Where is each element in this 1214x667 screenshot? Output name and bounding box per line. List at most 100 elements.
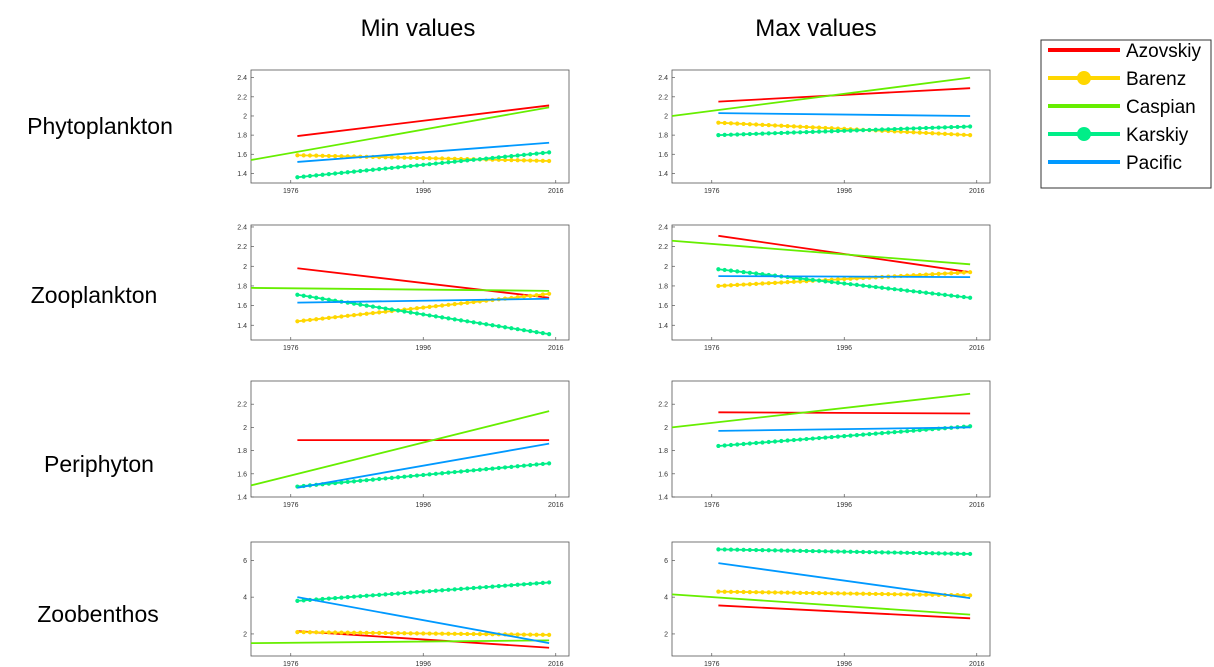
series-marker-barenz xyxy=(408,306,413,312)
series-marker-barenz xyxy=(502,157,508,163)
series-pacific xyxy=(297,297,550,304)
series-marker-barenz xyxy=(923,130,929,136)
series-line-azovskiy xyxy=(297,630,550,649)
series-marker-barenz xyxy=(879,591,885,597)
series-marker-karskiy xyxy=(446,587,451,592)
series-marker-karskiy xyxy=(879,431,885,436)
series-marker-karskiy xyxy=(547,332,552,337)
series-marker-karskiy xyxy=(383,306,388,311)
series-marker-karskiy xyxy=(791,437,797,443)
series-marker-barenz xyxy=(414,631,420,636)
series-marker-karskiy xyxy=(861,549,866,555)
series-marker-barenz xyxy=(968,593,973,598)
series-marker-karskiy xyxy=(842,128,847,133)
series-marker-karskiy xyxy=(867,284,872,289)
series-marker-barenz xyxy=(772,280,778,285)
series-marker-karskiy xyxy=(848,282,853,287)
series-marker-karskiy xyxy=(923,551,929,556)
series-marker-barenz xyxy=(911,130,916,135)
series-marker-barenz xyxy=(389,155,394,160)
series-marker-barenz xyxy=(716,283,721,289)
series-marker-karskiy xyxy=(402,164,407,169)
x-tick-label: 2016 xyxy=(548,502,564,509)
series-marker-karskiy xyxy=(484,584,489,590)
series-marker-karskiy xyxy=(402,474,407,479)
legend-label: Karskiy xyxy=(1126,125,1189,146)
x-tick-label: 2016 xyxy=(548,345,564,352)
series-marker-barenz xyxy=(848,591,853,596)
series-marker-karskiy xyxy=(301,174,306,179)
x-tick-label: 1976 xyxy=(283,661,299,667)
series-marker-karskiy xyxy=(835,434,841,439)
series-line-azovskiy xyxy=(297,267,550,299)
series-marker-barenz xyxy=(547,632,552,637)
series-marker-barenz xyxy=(440,631,445,636)
series-marker-karskiy xyxy=(534,462,539,467)
series-marker-barenz xyxy=(421,156,426,161)
series-marker-barenz xyxy=(421,305,426,310)
series-marker-karskiy xyxy=(534,581,539,586)
series-marker-karskiy xyxy=(779,548,784,553)
series-marker-karskiy xyxy=(779,130,784,136)
series-marker-karskiy xyxy=(515,582,520,587)
series-marker-karskiy xyxy=(326,172,331,177)
x-tick-label: 1976 xyxy=(283,345,299,352)
series-marker-karskiy xyxy=(528,329,533,334)
series-marker-karskiy xyxy=(735,132,740,137)
series-marker-karskiy xyxy=(747,131,752,137)
series-pacific xyxy=(718,562,971,599)
series-marker-barenz xyxy=(389,631,394,636)
series-marker-barenz xyxy=(835,591,841,596)
series-marker-karskiy xyxy=(496,155,501,160)
row-label-phytoplankton: Phytoplankton xyxy=(27,113,173,139)
legend-label: Azovskiy xyxy=(1126,41,1201,62)
series-karskiy xyxy=(295,150,552,180)
series-marker-karskiy xyxy=(722,132,727,138)
series-line-pacific xyxy=(718,275,971,278)
series-marker-barenz xyxy=(515,158,520,163)
series-marker-barenz xyxy=(364,630,369,635)
series-marker-karskiy xyxy=(911,126,916,131)
x-tick-label: 1996 xyxy=(415,188,431,195)
series-marker-karskiy xyxy=(861,432,866,437)
series-marker-barenz xyxy=(528,158,533,163)
series-marker-barenz xyxy=(521,158,527,163)
series-marker-barenz xyxy=(333,153,338,159)
series-marker-karskiy xyxy=(798,276,803,281)
series-marker-karskiy xyxy=(728,268,734,273)
series-marker-barenz xyxy=(433,156,438,161)
series-marker-barenz xyxy=(534,632,539,637)
legend-label: Barenz xyxy=(1126,69,1186,90)
series-marker-karskiy xyxy=(540,461,545,467)
y-tick-label: 1.8 xyxy=(658,283,668,290)
series-caspian xyxy=(671,392,971,429)
series-marker-karskiy xyxy=(458,469,464,474)
legend-item-pacific: Pacific xyxy=(1048,153,1182,174)
series-marker-barenz xyxy=(722,120,727,126)
series-marker-karskiy xyxy=(798,130,803,135)
series-marker-karskiy xyxy=(861,283,866,288)
series-marker-karskiy xyxy=(358,478,363,483)
series-marker-karskiy xyxy=(829,549,834,554)
series-marker-karskiy xyxy=(509,583,514,588)
series-marker-barenz xyxy=(766,123,771,128)
x-tick-label: 1976 xyxy=(704,188,720,195)
series-marker-karskiy xyxy=(917,428,922,433)
series-marker-karskiy xyxy=(509,326,514,331)
series-marker-karskiy xyxy=(942,292,948,297)
series-marker-karskiy xyxy=(747,547,752,553)
series-marker-barenz xyxy=(395,155,401,160)
series-marker-karskiy xyxy=(917,289,922,295)
y-tick-label: 1.8 xyxy=(658,133,668,140)
y-tick-label: 1.8 xyxy=(237,133,247,140)
series-marker-karskiy xyxy=(722,443,727,448)
series-marker-karskiy xyxy=(345,479,350,485)
series-marker-barenz xyxy=(829,126,834,131)
series-marker-karskiy xyxy=(961,551,966,556)
series-marker-karskiy xyxy=(307,294,313,299)
series-marker-karskiy xyxy=(433,161,438,166)
series-marker-barenz xyxy=(842,591,847,596)
x-tick-label: 1996 xyxy=(415,661,431,667)
series-marker-barenz xyxy=(867,591,872,596)
y-tick-label: 1.6 xyxy=(237,303,247,310)
